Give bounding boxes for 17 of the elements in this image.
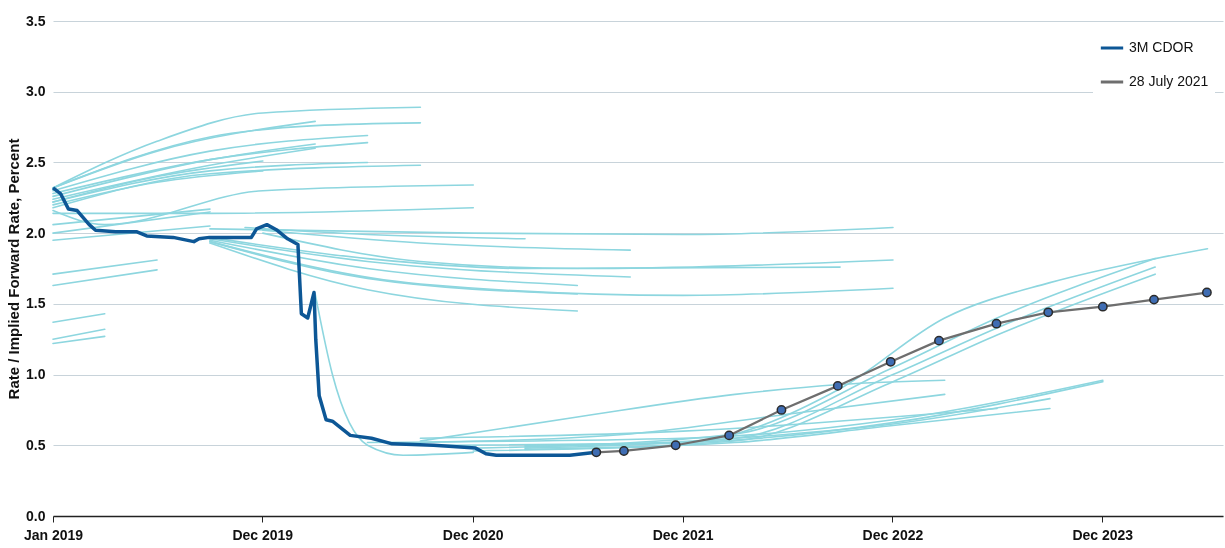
legend-label: 3M CDOR — [1129, 39, 1194, 55]
y-tick-label: 2.0 — [26, 224, 46, 241]
x-tick-label: Dec 2022 — [862, 526, 924, 543]
y-tick-label: 3.5 — [26, 12, 46, 29]
x-tick-label: Dec 2020 — [442, 526, 504, 543]
y-axis-title: Rate / Implied Forward Rate, Percent — [5, 138, 23, 400]
y-tick-label: 1.5 — [26, 295, 46, 312]
legend-label: 28 July 2021 — [1129, 73, 1209, 89]
y-tick-label: 0.5 — [26, 436, 46, 453]
x-tick-label: Dec 2021 — [652, 526, 714, 543]
y-tick-label: 1.0 — [26, 366, 46, 383]
x-tick-label: Jan 2019 — [23, 526, 84, 543]
x-tick-label: Dec 2023 — [1072, 526, 1134, 543]
y-tick-label: 0.0 — [26, 507, 46, 524]
x-tick-label: Dec 2019 — [232, 526, 294, 543]
y-tick-label: 3.0 — [26, 83, 46, 100]
y-tick-label: 2.5 — [26, 153, 46, 170]
